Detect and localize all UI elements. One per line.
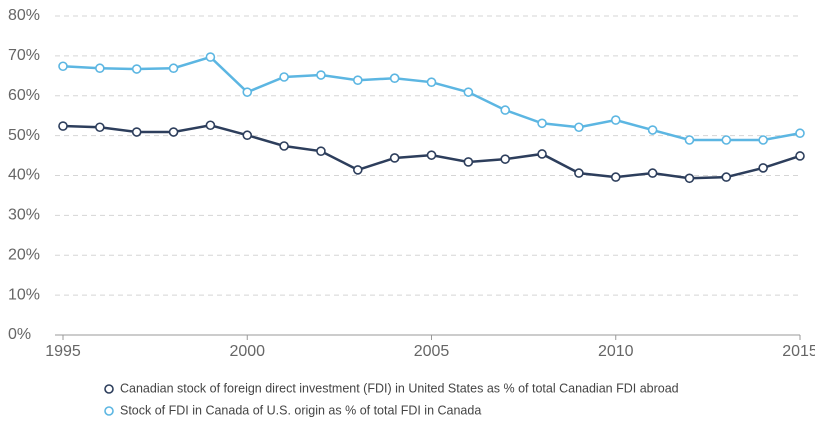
y-tick-label: 50% xyxy=(8,127,40,144)
y-tick-label: 10% xyxy=(8,286,40,303)
data-point xyxy=(352,75,363,85)
x-tick-label: 2015 xyxy=(782,343,815,360)
data-point xyxy=(463,87,474,97)
data-point xyxy=(574,168,584,178)
x-tick-label: 2005 xyxy=(414,343,450,360)
data-point xyxy=(58,121,68,131)
data-point xyxy=(316,70,326,80)
data-point xyxy=(721,172,732,182)
data-point xyxy=(574,122,584,133)
legend-marker xyxy=(104,406,114,416)
data-point xyxy=(610,172,621,182)
y-tick-label: 20% xyxy=(8,246,40,263)
data-point xyxy=(131,127,142,137)
data-point xyxy=(684,135,695,145)
y-tick-label: 40% xyxy=(8,167,40,184)
data-point xyxy=(95,122,105,133)
y-tick-label: 70% xyxy=(8,47,40,64)
data-point xyxy=(168,63,179,74)
data-point xyxy=(316,146,326,156)
data-point xyxy=(242,130,253,141)
data-point xyxy=(758,135,768,145)
data-point xyxy=(795,128,805,139)
legend-label: Canadian stock of foreign direct investm… xyxy=(120,381,679,395)
data-point xyxy=(131,64,142,74)
y-tick-label: 60% xyxy=(8,87,40,104)
legend-label: Stock of FDI in Canada of U.S. origin as… xyxy=(120,403,481,417)
data-point xyxy=(389,153,400,163)
data-point xyxy=(500,154,511,164)
data-point xyxy=(279,141,289,151)
data-point xyxy=(389,73,400,84)
data-point xyxy=(610,115,621,125)
data-point xyxy=(758,163,768,173)
data-point xyxy=(795,151,805,161)
data-point xyxy=(500,105,511,115)
x-tick-label: 1995 xyxy=(45,343,81,360)
data-point xyxy=(242,87,253,97)
data-point xyxy=(205,52,216,62)
y-tick-label: 80% xyxy=(8,7,40,24)
data-point xyxy=(168,127,179,137)
legend-marker xyxy=(104,384,114,394)
data-point xyxy=(537,118,547,129)
data-point xyxy=(279,72,289,82)
data-point xyxy=(684,173,695,184)
data-point xyxy=(463,157,474,167)
x-tick-label: 2010 xyxy=(598,343,634,360)
x-tick-label: 2000 xyxy=(229,343,265,360)
data-point xyxy=(426,150,437,160)
data-point xyxy=(647,125,658,135)
data-point xyxy=(58,61,68,72)
data-point xyxy=(647,168,658,178)
y-tick-label: 30% xyxy=(8,207,40,224)
data-point xyxy=(352,165,363,175)
data-point xyxy=(721,135,732,145)
data-point xyxy=(205,120,216,131)
data-point xyxy=(95,63,105,74)
data-point xyxy=(537,149,547,159)
data-point xyxy=(426,77,437,87)
y-tick-label: 0% xyxy=(8,326,31,343)
